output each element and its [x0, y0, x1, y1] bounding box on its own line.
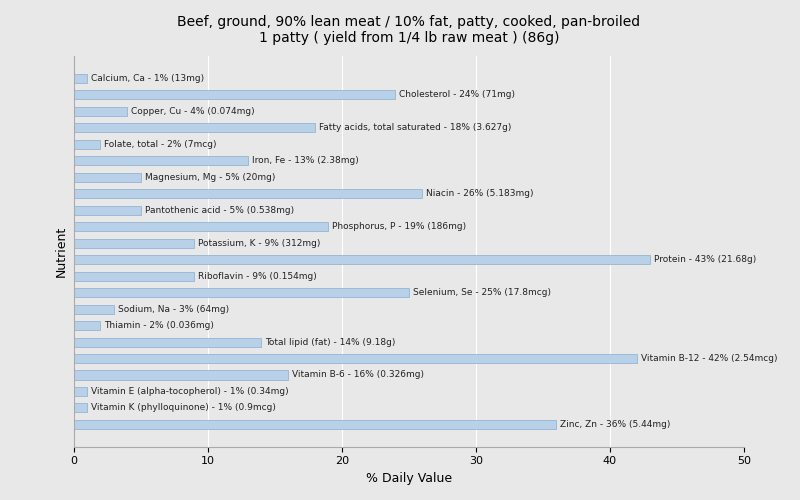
Text: Cholesterol - 24% (71mg): Cholesterol - 24% (71mg): [399, 90, 515, 100]
Bar: [74, 107, 127, 116]
Text: Vitamin B-12 - 42% (2.54mcg): Vitamin B-12 - 42% (2.54mcg): [641, 354, 778, 363]
Text: Selenium, Se - 25% (17.8mcg): Selenium, Se - 25% (17.8mcg): [413, 288, 550, 297]
Text: Niacin - 26% (5.183mg): Niacin - 26% (5.183mg): [426, 189, 534, 198]
Text: Magnesium, Mg - 5% (20mg): Magnesium, Mg - 5% (20mg): [145, 173, 275, 182]
Bar: [74, 272, 194, 280]
Bar: [74, 420, 556, 429]
Bar: [74, 90, 395, 100]
Text: Thiamin - 2% (0.036mg): Thiamin - 2% (0.036mg): [104, 321, 214, 330]
Bar: [74, 222, 328, 231]
Y-axis label: Nutrient: Nutrient: [55, 226, 68, 277]
Bar: [74, 338, 262, 346]
Text: Vitamin K (phylloquinone) - 1% (0.9mcg): Vitamin K (phylloquinone) - 1% (0.9mcg): [91, 404, 276, 412]
Text: Iron, Fe - 13% (2.38mg): Iron, Fe - 13% (2.38mg): [252, 156, 358, 166]
Text: Sodium, Na - 3% (64mg): Sodium, Na - 3% (64mg): [118, 304, 229, 314]
Text: Copper, Cu - 4% (0.074mg): Copper, Cu - 4% (0.074mg): [131, 107, 255, 116]
Bar: [74, 172, 141, 182]
Bar: [74, 321, 100, 330]
Bar: [74, 189, 422, 198]
Bar: [74, 387, 87, 396]
Bar: [74, 304, 114, 314]
Bar: [74, 404, 87, 412]
Text: Phosphorus, P - 19% (186mg): Phosphorus, P - 19% (186mg): [332, 222, 466, 231]
X-axis label: % Daily Value: % Daily Value: [366, 472, 452, 485]
Bar: [74, 238, 194, 248]
Text: Vitamin E (alpha-tocopherol) - 1% (0.34mg): Vitamin E (alpha-tocopherol) - 1% (0.34m…: [91, 387, 289, 396]
Text: Total lipid (fat) - 14% (9.18g): Total lipid (fat) - 14% (9.18g): [266, 338, 396, 346]
Bar: [74, 140, 100, 149]
Text: Fatty acids, total saturated - 18% (3.627g): Fatty acids, total saturated - 18% (3.62…: [319, 124, 511, 132]
Bar: [74, 255, 650, 264]
Text: Potassium, K - 9% (312mg): Potassium, K - 9% (312mg): [198, 238, 321, 248]
Text: Calcium, Ca - 1% (13mg): Calcium, Ca - 1% (13mg): [91, 74, 204, 83]
Bar: [74, 288, 409, 297]
Text: Zinc, Zn - 36% (5.44mg): Zinc, Zn - 36% (5.44mg): [560, 420, 670, 429]
Bar: [74, 156, 248, 166]
Bar: [74, 206, 141, 214]
Bar: [74, 124, 315, 132]
Bar: [74, 370, 288, 380]
Text: Pantothenic acid - 5% (0.538mg): Pantothenic acid - 5% (0.538mg): [145, 206, 294, 214]
Text: Vitamin B-6 - 16% (0.326mg): Vitamin B-6 - 16% (0.326mg): [292, 370, 424, 380]
Bar: [74, 74, 87, 83]
Text: Protein - 43% (21.68g): Protein - 43% (21.68g): [654, 255, 756, 264]
Bar: [74, 354, 637, 363]
Text: Riboflavin - 9% (0.154mg): Riboflavin - 9% (0.154mg): [198, 272, 317, 280]
Text: Folate, total - 2% (7mcg): Folate, total - 2% (7mcg): [104, 140, 217, 149]
Title: Beef, ground, 90% lean meat / 10% fat, patty, cooked, pan-broiled
1 patty ( yiel: Beef, ground, 90% lean meat / 10% fat, p…: [178, 15, 640, 45]
